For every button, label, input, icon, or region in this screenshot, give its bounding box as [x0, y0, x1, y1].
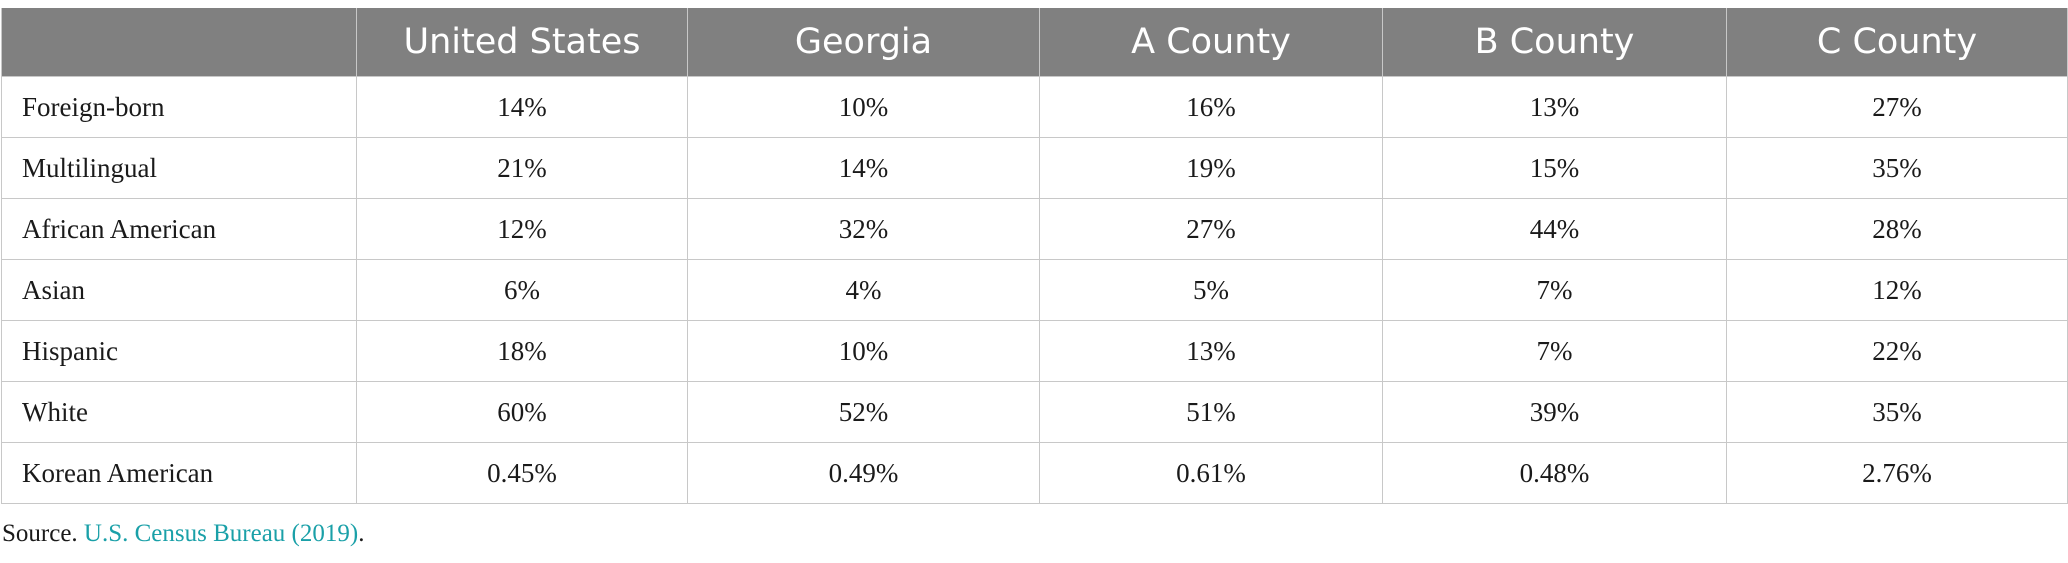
table-cell: 19%: [1039, 137, 1383, 199]
table-cell: 27%: [1726, 76, 2068, 138]
table-cell: 13%: [1382, 76, 1727, 138]
row-label: White: [1, 381, 357, 443]
table-cell: 6%: [356, 259, 688, 321]
demographics-table: United States Georgia A County B County …: [1, 8, 2068, 504]
table-cell: 18%: [356, 320, 688, 382]
row-label: Foreign-born: [1, 76, 357, 138]
table-cell: 15%: [1382, 137, 1727, 199]
table-cell: 10%: [687, 320, 1040, 382]
table-cell: 21%: [356, 137, 688, 199]
table-cell: 35%: [1726, 137, 2068, 199]
table-cell: 27%: [1039, 198, 1383, 260]
table-cell: 32%: [687, 198, 1040, 260]
table-row: Asian 6% 4% 5% 7% 12%: [1, 259, 2068, 321]
table-cell: 39%: [1382, 381, 1727, 443]
table-cell: 16%: [1039, 76, 1383, 138]
source-suffix: .: [358, 520, 365, 547]
table-cell: 44%: [1382, 198, 1727, 260]
row-label: Korean American: [1, 442, 357, 504]
header-cell-b-county: B County: [1382, 8, 1727, 77]
table-cell: 51%: [1039, 381, 1383, 443]
table-cell: 35%: [1726, 381, 2068, 443]
table-cell: 0.61%: [1039, 442, 1383, 504]
table-cell: 14%: [356, 76, 688, 138]
table-row: African American 12% 32% 27% 44% 28%: [1, 198, 2068, 260]
table-cell: 5%: [1039, 259, 1383, 321]
table-cell: 2.76%: [1726, 442, 2068, 504]
table-cell: 7%: [1382, 320, 1727, 382]
table-row: White 60% 52% 51% 39% 35%: [1, 381, 2068, 443]
row-label: Asian: [1, 259, 357, 321]
header-cell-united-states: United States: [356, 8, 688, 77]
table-row: Multilingual 21% 14% 19% 15% 35%: [1, 137, 2068, 199]
table-row: Korean American 0.45% 0.49% 0.61% 0.48% …: [1, 442, 2068, 504]
table-cell: 12%: [1726, 259, 2068, 321]
table-cell: 22%: [1726, 320, 2068, 382]
header-cell-empty: [1, 8, 357, 77]
source-prefix: Source.: [2, 520, 84, 547]
table-cell: 14%: [687, 137, 1040, 199]
table-cell: 12%: [356, 198, 688, 260]
table-cell: 13%: [1039, 320, 1383, 382]
header-cell-c-county: C County: [1726, 8, 2068, 77]
row-label: African American: [1, 198, 357, 260]
table-cell: 52%: [687, 381, 1040, 443]
table-row: Hispanic 18% 10% 13% 7% 22%: [1, 320, 2068, 382]
header-cell-georgia: Georgia: [687, 8, 1040, 77]
row-label: Hispanic: [1, 320, 357, 382]
table-cell: 4%: [687, 259, 1040, 321]
table-cell: 28%: [1726, 198, 2068, 260]
table-cell: 10%: [687, 76, 1040, 138]
table-cell: 0.49%: [687, 442, 1040, 504]
table-cell: 0.45%: [356, 442, 688, 504]
source-link[interactable]: U.S. Census Bureau (2019): [83, 520, 359, 547]
table-header-row: United States Georgia A County B County …: [1, 8, 2068, 77]
table-cell: 60%: [356, 381, 688, 443]
header-cell-a-county: A County: [1039, 8, 1383, 77]
data-table-container: United States Georgia A County B County …: [1, 8, 2068, 504]
source-note: Source. U.S. Census Bureau (2019).: [2, 520, 364, 548]
table-cell: 0.48%: [1382, 442, 1727, 504]
table-row: Foreign-born 14% 10% 16% 13% 27%: [1, 76, 2068, 138]
table-cell: 7%: [1382, 259, 1727, 321]
row-label: Multilingual: [1, 137, 357, 199]
